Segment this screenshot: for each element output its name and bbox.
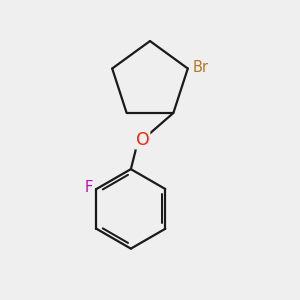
Text: F: F bbox=[85, 180, 93, 195]
Text: Br: Br bbox=[192, 59, 208, 74]
Text: O: O bbox=[136, 131, 149, 149]
